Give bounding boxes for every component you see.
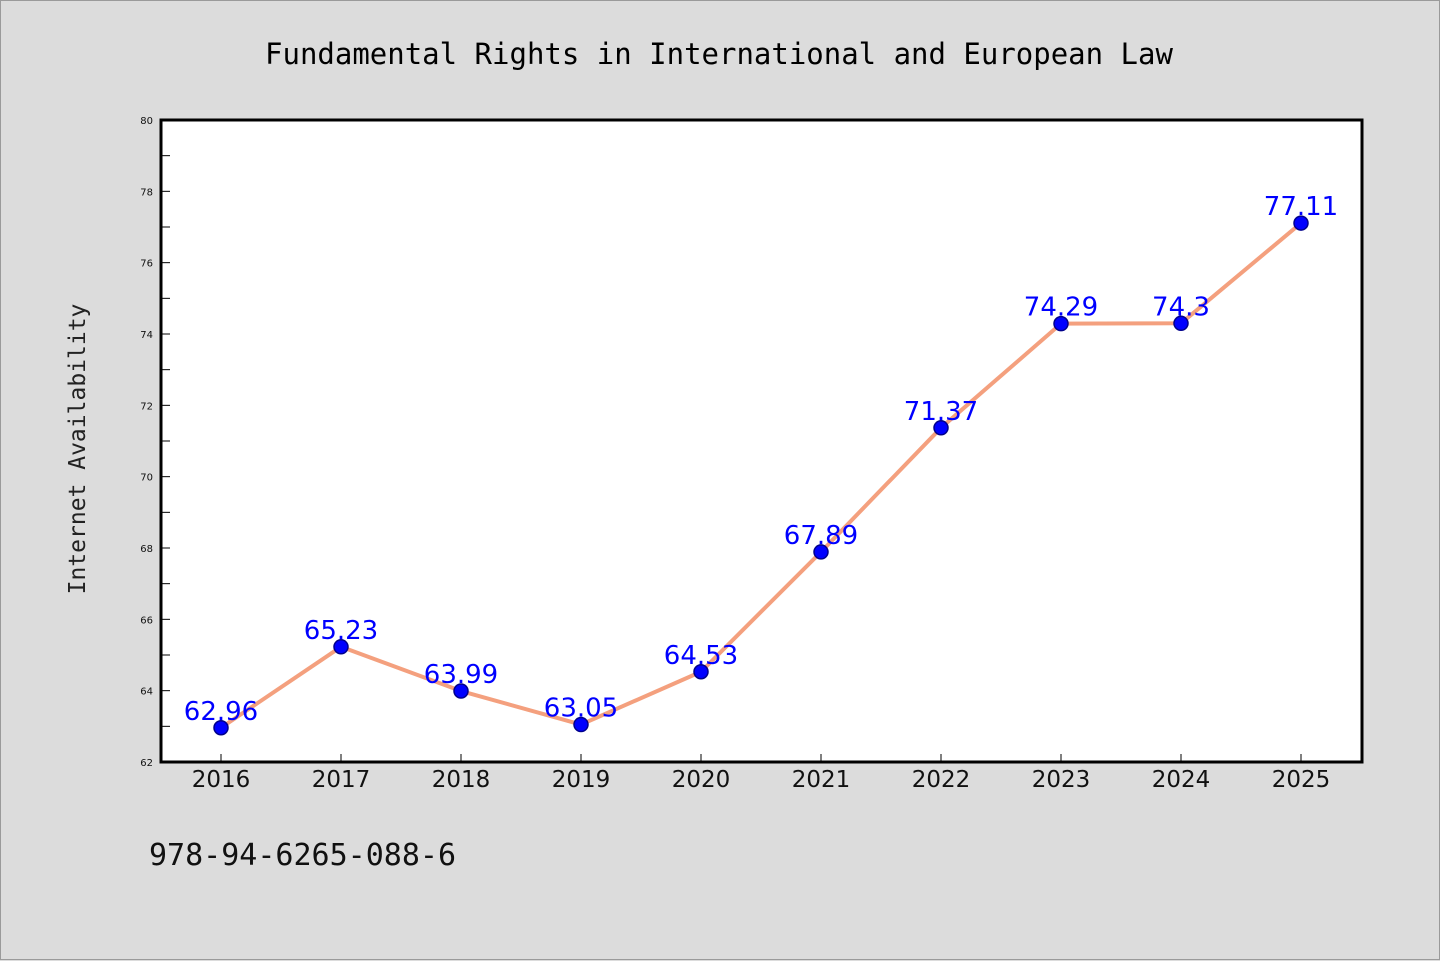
ticks-layer: 62 64 66 68 70 72 74 76 78 80 2016 2017 2018 2019 2020… [140,116,1330,793]
y-tick-label: 66 [140,615,153,626]
data-label: 67.89 [784,521,858,551]
x-tick-label: 2021 [792,767,851,793]
x-tick-label: 2020 [672,767,731,793]
y-tick-label: 76 [140,259,153,270]
data-label: 63.99 [424,660,498,690]
data-point-marker [693,664,709,680]
y-axis-label: Internet Availability [65,304,91,595]
x-tick-label: 2022 [912,767,971,793]
series-layer [213,215,1309,736]
data-point-marker [1293,215,1309,231]
data-point-marker [213,720,229,736]
data-label: 71.37 [904,397,978,427]
plot-frame [159,118,1364,764]
x-tick-label: 2017 [312,767,371,793]
y-tick-label: 64 [140,687,153,698]
y-tick-label: 74 [140,330,153,341]
data-point-marker [573,716,589,733]
chart-title: Fundamental Rights in International and … [265,37,1173,71]
y-tick-label: 72 [140,401,153,412]
data-label: 63.05 [544,694,618,724]
data-point-marker [453,683,469,699]
data-point-marker [813,544,829,560]
data-label: 74.29 [1024,293,1098,323]
series-line [219,221,1303,730]
y-tick-label: 80 [140,116,153,127]
y-tick-label: 68 [140,544,153,555]
plot-area [161,120,1362,762]
data-label: 64.53 [664,641,738,671]
data-labels-layer: 62.96 65.23 63.99 63.05 64.53 67.89 71.37 74.29… [184,192,1338,727]
y-tick-label: 70 [140,473,153,484]
data-point-marker [1173,315,1189,332]
data-point-marker [933,420,949,436]
x-tick-label: 2018 [432,767,491,793]
data-label: 65.23 [304,616,378,646]
x-tick-label: 2024 [1152,767,1211,793]
x-tick-label: 2025 [1272,767,1331,793]
data-point-marker [333,639,349,655]
data-label: 77.11 [1264,192,1338,222]
y-tick-label: 62 [140,758,153,769]
data-point-marker [1053,315,1069,332]
data-label: 74.3 [1152,292,1210,322]
x-tick-label: 2016 [192,767,251,793]
footnote-isbn: 978-94-6265-088-6 [149,838,456,873]
y-tick-label: 78 [140,187,153,198]
x-tick-label: 2019 [552,767,611,793]
data-label: 62.96 [184,697,258,727]
x-tick-label: 2023 [1032,767,1091,793]
